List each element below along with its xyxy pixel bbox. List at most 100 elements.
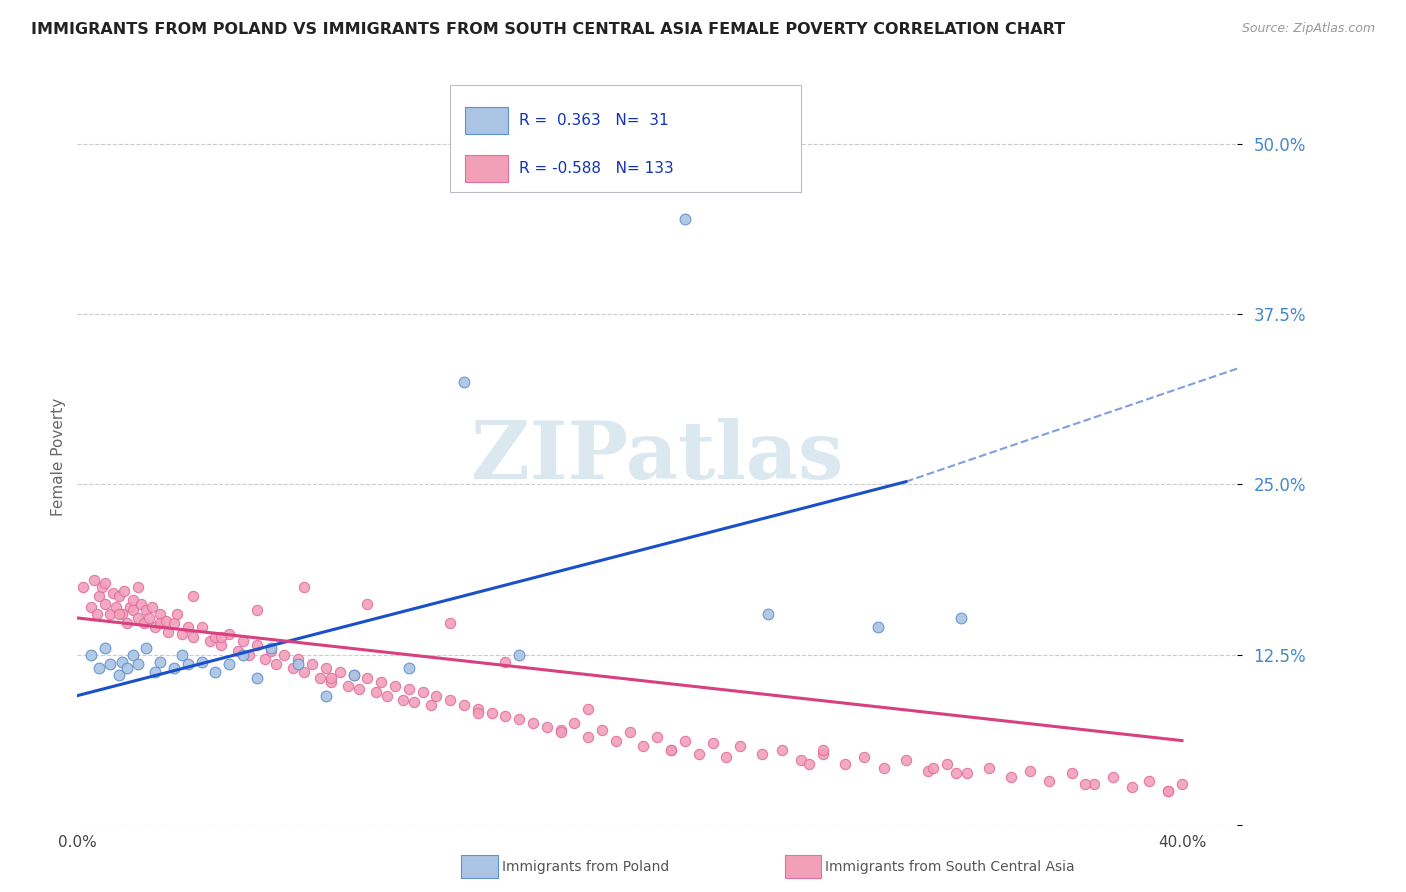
Point (309, 671, 332, 685)
Point (337, 679, 360, 693)
Point (790, 753, 813, 767)
Point (329, 665, 352, 680)
Point (1102, 771, 1125, 785)
Point (673, 211, 696, 226)
Point (132, 616, 155, 631)
Point (110, 655, 132, 669)
Point (550, 723, 572, 737)
Point (301, 657, 323, 672)
Point (190, 620, 212, 634)
Point (522, 715, 544, 730)
Point (356, 598, 378, 612)
Point (1157, 784, 1180, 798)
Point (605, 733, 627, 747)
Point (190, 655, 212, 669)
Point (129, 598, 152, 612)
Point (260, 640, 283, 655)
Y-axis label: Female Poverty: Female Poverty (51, 398, 66, 516)
Point (398, 681, 420, 696)
Point (342, 668, 364, 682)
Point (94, 598, 117, 612)
Point (89, 589, 111, 603)
Point (121, 648, 143, 662)
Point (107, 607, 129, 621)
Point (375, 689, 398, 703)
Point (425, 689, 447, 703)
Point (1083, 777, 1105, 791)
Point (1157, 784, 1180, 798)
Point (127, 611, 149, 625)
Point (799, 756, 821, 771)
Point (209, 630, 232, 644)
Point (1137, 774, 1160, 789)
Point (163, 661, 186, 675)
Point (100, 607, 122, 621)
Text: Immigrants from Poland: Immigrants from Poland (502, 860, 669, 874)
Point (177, 620, 200, 634)
Point (467, 702, 489, 716)
Point (950, 611, 973, 625)
Point (292, 580, 315, 594)
Point (157, 624, 180, 639)
Point (751, 747, 773, 762)
Point (149, 655, 172, 669)
Point (364, 684, 387, 698)
Point (163, 616, 186, 631)
Point (232, 634, 254, 648)
Point (172, 627, 194, 641)
Point (91, 580, 114, 594)
Point (83, 573, 105, 587)
Point (356, 671, 378, 685)
Point (218, 627, 240, 641)
Point (204, 665, 226, 680)
Point (370, 675, 392, 690)
Point (494, 709, 516, 723)
Point (1000, 771, 1022, 785)
Point (467, 706, 489, 721)
Point (226, 643, 249, 657)
Text: IMMIGRANTS FROM POLAND VS IMMIGRANTS FROM SOUTH CENTRAL ASIA FEMALE POVERTY CORR: IMMIGRANTS FROM POLAND VS IMMIGRANTS FRO… (31, 22, 1066, 37)
Point (412, 684, 434, 698)
Point (834, 756, 856, 771)
Point (281, 661, 304, 675)
Point (121, 593, 143, 607)
Point (80, 648, 103, 662)
Point (246, 671, 269, 685)
Point (254, 652, 277, 666)
Point (922, 761, 945, 775)
Point (143, 665, 166, 680)
Point (868, 620, 890, 634)
Point (756, 607, 779, 621)
Point (80, 600, 103, 615)
Point (135, 603, 157, 617)
Point (72, 580, 94, 594)
Point (770, 743, 793, 757)
Point (404, 696, 426, 710)
Point (1038, 774, 1060, 789)
Point (246, 603, 269, 617)
Point (246, 638, 269, 652)
Point (232, 648, 254, 662)
Point (633, 739, 655, 753)
Point (135, 640, 157, 655)
Point (1019, 764, 1042, 778)
Point (315, 689, 337, 703)
Point (1171, 777, 1194, 791)
Point (977, 761, 1000, 775)
Point (659, 743, 682, 757)
Point (287, 657, 309, 672)
Point (183, 589, 205, 603)
Point (204, 630, 226, 644)
Point (453, 375, 475, 389)
Point (321, 671, 343, 685)
Point (141, 600, 163, 615)
Point (508, 712, 530, 726)
Point (155, 614, 177, 628)
Point (118, 600, 141, 615)
Point (112, 583, 135, 598)
Point (105, 600, 127, 615)
Point (481, 706, 503, 721)
Point (183, 630, 205, 644)
Point (1074, 777, 1097, 791)
Point (550, 725, 572, 739)
